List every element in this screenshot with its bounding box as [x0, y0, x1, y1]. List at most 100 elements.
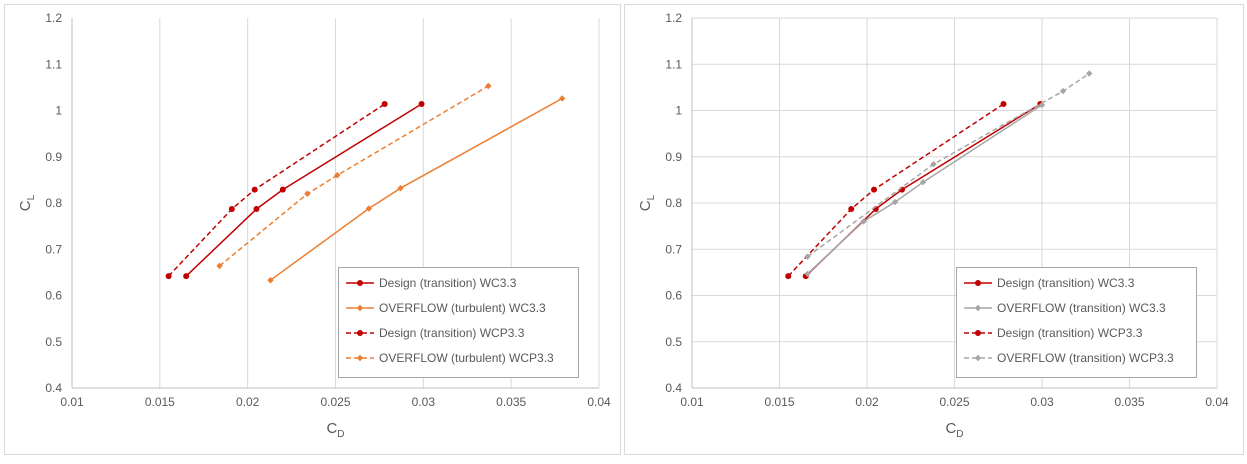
- data-point: [279, 186, 286, 193]
- y-tick-label: 0.9: [665, 150, 682, 164]
- data-point: [891, 198, 899, 206]
- series-line: [185, 103, 422, 277]
- y-tick-label: 0.4: [665, 381, 682, 395]
- data-point: [397, 185, 404, 192]
- data-point: [304, 190, 311, 197]
- y-axis-title: CL: [17, 194, 37, 211]
- data-point: [267, 277, 274, 284]
- x-tick-label: 0.02: [855, 395, 879, 409]
- y-tick-label: 0.5: [45, 335, 62, 349]
- data-point: [804, 270, 811, 277]
- data-point: [165, 273, 172, 280]
- y-tick-label: 1.2: [45, 11, 62, 25]
- data-point: [785, 273, 792, 280]
- y-axis-title: CL: [637, 194, 657, 211]
- x-tick-label: 0.01: [60, 395, 84, 409]
- series-line: [219, 85, 489, 267]
- data-point: [365, 205, 373, 212]
- series-4: [804, 70, 1093, 260]
- x-axis-title: CD: [326, 420, 344, 440]
- series-3: [165, 101, 388, 280]
- data-point: [183, 273, 190, 280]
- legend-entry: Design (transition) WC3.3: [379, 276, 517, 290]
- legend-entry: OVERFLOW (turbulent) WC3.3: [379, 301, 546, 315]
- y-tick-label: 0.8: [665, 196, 682, 210]
- x-tick-label: 0.04: [1205, 395, 1229, 409]
- legend: Design (transition) WC3.3 OVERFLOW (turbu…: [338, 267, 579, 378]
- data-point: [1000, 101, 1007, 108]
- series-line: [787, 103, 1004, 277]
- data-point: [1059, 87, 1067, 95]
- data-point: [930, 160, 937, 168]
- legend-box: [338, 267, 579, 378]
- data-point: [334, 172, 341, 179]
- series-3: [785, 101, 1007, 280]
- data-point: [418, 101, 425, 108]
- x-tick-label: 0.03: [1030, 395, 1054, 409]
- legend: Design (transition) WC3.3 OVERFLOW (trans…: [956, 267, 1197, 378]
- x-tick-label: 0.04: [587, 395, 611, 409]
- data-point: [804, 253, 811, 260]
- y-tick-label: 0.6: [665, 289, 682, 303]
- data-point: [919, 178, 927, 186]
- legend-swatch-marker: [357, 280, 363, 286]
- x-tick-label: 0.025: [939, 395, 969, 409]
- legend-entry: OVERFLOW (transition) WC3.3: [997, 301, 1166, 315]
- chart-frame: [4, 4, 621, 455]
- data-point: [381, 101, 388, 108]
- legend-swatch-marker: [975, 330, 981, 336]
- x-tick-label: 0.025: [320, 395, 350, 409]
- legend-entry: OVERFLOW (transition) WCP3.3: [997, 351, 1174, 365]
- data-point: [1086, 70, 1093, 77]
- data-point: [871, 186, 877, 193]
- y-tick-label: 1.2: [665, 11, 682, 25]
- x-tick-label: 0.01: [680, 395, 704, 409]
- y-tick-label: 0.7: [665, 242, 682, 256]
- series-2: [804, 101, 1046, 277]
- series-line: [270, 97, 563, 281]
- series-4: [216, 82, 492, 270]
- data-point: [253, 206, 260, 213]
- series-line: [807, 72, 1090, 258]
- y-tick-label: 1.1: [45, 57, 62, 71]
- y-tick-label: 1: [675, 104, 682, 118]
- chart-frame: [624, 4, 1244, 455]
- legend-entry: Design (transition) WCP3.3: [379, 326, 525, 340]
- data-point: [216, 262, 223, 270]
- data-point: [251, 186, 258, 193]
- legend-swatch-marker: [974, 304, 982, 312]
- x-tick-label: 0.02: [236, 395, 260, 409]
- y-tick-label: 0.8: [45, 196, 62, 210]
- legend-swatch-marker: [357, 330, 363, 336]
- data-point: [485, 82, 492, 90]
- y-tick-label: 0.4: [45, 381, 62, 395]
- y-tick-label: 1.1: [665, 57, 682, 71]
- series-1: [183, 101, 425, 280]
- legend-swatch-marker: [975, 280, 981, 286]
- data-point: [1038, 101, 1046, 109]
- y-tick-label: 0.9: [45, 150, 62, 164]
- legend-entry: OVERFLOW (turbulent) WCP3.3: [379, 351, 554, 365]
- series-2: [267, 95, 566, 284]
- chart-panel-1: 0.01 0.015 0.02 0.025 0.03 0.035 0.04 0.4 0.5 0.6…: [4, 4, 621, 455]
- legend-entry: Design (transition) WCP3.3: [997, 326, 1143, 340]
- x-tick-label: 0.015: [145, 395, 175, 409]
- y-tick-label: 0.7: [45, 242, 62, 256]
- x-tick-label: 0.035: [496, 395, 526, 409]
- legend-box: [956, 267, 1197, 378]
- x-axis-title: CD: [945, 420, 963, 440]
- data-point: [228, 206, 235, 213]
- y-tick-label: 1: [55, 104, 62, 118]
- legend-swatch-marker: [356, 354, 364, 362]
- legend-entry: Design (transition) WC3.3: [997, 276, 1135, 290]
- chart-panel-2: 0.01 0.015 0.02 0.025 0.03 0.035 0.04 0.4 0.5 0.6…: [624, 4, 1244, 455]
- x-tick-label: 0.03: [412, 395, 436, 409]
- legend-swatch-marker: [974, 354, 982, 362]
- y-tick-label: 0.5: [665, 335, 682, 349]
- series-line: [168, 103, 386, 277]
- data-point: [558, 95, 566, 102]
- y-tick-label: 0.6: [45, 289, 62, 303]
- legend-swatch-marker: [356, 304, 364, 312]
